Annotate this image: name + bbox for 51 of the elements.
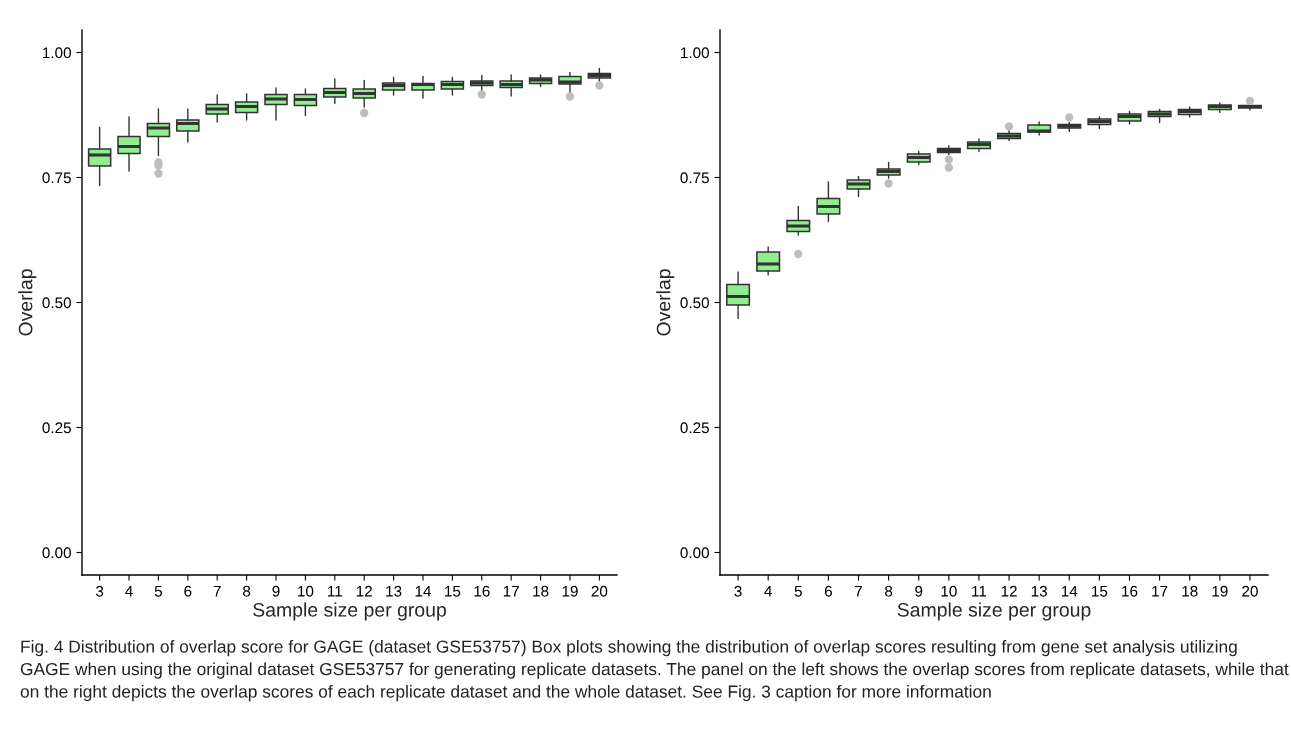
x-tick-label: 17 — [1152, 585, 1168, 597]
x-tick-label: 8 — [885, 585, 893, 597]
y-tick-label: 0.50 — [680, 297, 709, 309]
x-tick-label: 6 — [184, 585, 192, 597]
y-axis-title: Overlap — [18, 269, 37, 336]
y-tick-label: 0.00 — [42, 547, 71, 559]
y-tick-label: 0.00 — [680, 547, 709, 559]
x-tick-label: 11 — [972, 585, 987, 597]
caption: Fig. 4 Distribution of overlap score for GAGE (dataset GSE53757) Box plots showing the distribution of overlap scores resulting from gene set analysis utilizing GAGE when using the original dataset GSE53757 for generating replicate datasets. The panel on the left shows the overlap scores from replicate datasets, while that on the right depicts the overlap scores of each replicate dataset and the whole dataset. See Fig. 3 caption for more information — [20, 640, 1289, 702]
x-tick-label: 4 — [125, 585, 133, 597]
x-tick-label: 15 — [445, 585, 461, 597]
x-axis-title: Sample size per group — [897, 602, 1091, 621]
y-tick-label: 0.75 — [42, 172, 71, 184]
y-tick-label: 0.25 — [42, 422, 71, 434]
x-tick-label: 15 — [1092, 585, 1108, 597]
x-tick-label: 7 — [213, 585, 221, 597]
x-tick-label: 5 — [154, 585, 163, 597]
x-tick-label: 10 — [298, 585, 314, 597]
x-tick-label: 20 — [1242, 585, 1258, 597]
y-tick-label: 0.25 — [680, 422, 709, 434]
y-tick-label: 1.00 — [43, 47, 71, 59]
x-tick-label: 6 — [824, 585, 832, 597]
x-tick-label: 16 — [474, 585, 490, 597]
x-tick-label: 7 — [855, 585, 862, 597]
x-tick-label: 3 — [734, 585, 742, 597]
x-tick-label: 17 — [503, 585, 519, 597]
x-tick-label: 9 — [272, 585, 280, 597]
x-tick-label: 12 — [1001, 585, 1017, 597]
x-tick-label: 13 — [1031, 585, 1047, 597]
x-tick-label: 18 — [1182, 585, 1198, 597]
x-tick-label: 13 — [386, 585, 402, 597]
x-tick-label: 20 — [591, 585, 608, 597]
x-tick-label: 10 — [941, 585, 957, 597]
x-tick-label: 12 — [356, 585, 372, 597]
x-tick-label: 16 — [1122, 585, 1138, 597]
x-tick-label: 9 — [915, 585, 923, 597]
y-tick-label: 1.00 — [681, 47, 709, 59]
x-tick-label: 18 — [533, 585, 549, 597]
x-tick-label: 19 — [562, 585, 578, 597]
x-tick-label: 14 — [415, 585, 432, 597]
x-tick-label: 19 — [1212, 585, 1228, 597]
x-axis-title: Sample size per group — [253, 602, 446, 621]
y-tick-label: 0.75 — [680, 172, 709, 184]
y-tick-label: 0.50 — [42, 297, 71, 309]
x-tick-label: 4 — [764, 585, 772, 597]
x-tick-label: 14 — [1061, 585, 1078, 597]
y-axis-title: Overlap — [656, 269, 675, 336]
x-tick-label: 3 — [95, 585, 104, 597]
x-tick-label: 11 — [328, 585, 342, 597]
x-tick-label: 5 — [794, 585, 802, 597]
x-tick-label: 8 — [243, 585, 251, 597]
